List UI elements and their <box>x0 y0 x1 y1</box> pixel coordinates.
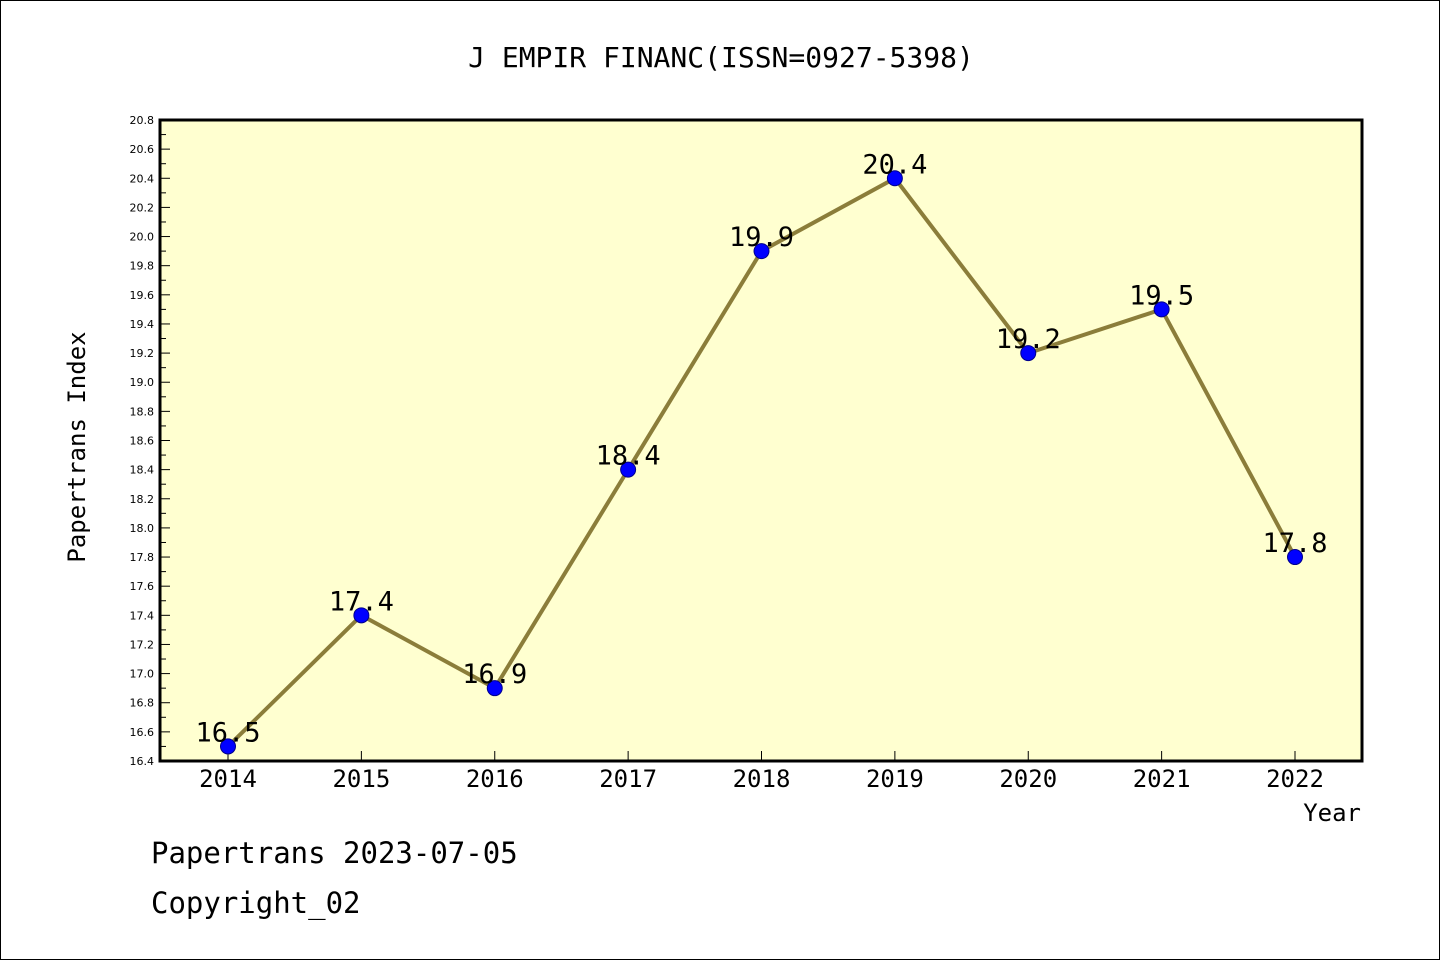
x-tick-label: 2014 <box>199 765 257 793</box>
data-label: 19.9 <box>729 222 794 253</box>
data-label: 16.9 <box>462 659 527 690</box>
y-tick-label: 17.8 <box>130 551 155 564</box>
data-point <box>220 738 236 755</box>
y-tick-label: 20.2 <box>130 201 155 214</box>
y-tick-label: 18.0 <box>130 522 155 535</box>
x-tick-label: 2018 <box>733 765 791 793</box>
y-tick-label: 17.0 <box>130 668 155 681</box>
y-tick-label: 19.2 <box>130 347 155 360</box>
data-point <box>486 680 503 697</box>
data-point <box>1287 549 1303 566</box>
y-axis-ticks: 16.4 16.6 16.8 17.0 17.2 17.4 17.6 17.8 18.0 18.2… <box>130 114 170 768</box>
y-tick-label: 17.2 <box>130 638 155 651</box>
plot-area <box>158 118 1364 763</box>
y-tick-label: 18.2 <box>130 493 155 506</box>
y-tick-label: 20.0 <box>130 231 155 244</box>
data-label: 18.4 <box>596 441 661 472</box>
data-label: 19.5 <box>1129 280 1194 311</box>
y-tick-label: 16.8 <box>130 697 155 710</box>
data-point <box>1153 301 1170 318</box>
chart-title: J EMPIR FINANC(ISSN=0927-5398) <box>468 41 974 74</box>
y-tick-label: 16.4 <box>130 755 155 768</box>
x-tick-label: 2015 <box>332 765 390 793</box>
y-tick-label: 19.8 <box>130 260 155 273</box>
y-tick-label: 19.4 <box>130 318 155 331</box>
data-point <box>620 461 637 478</box>
y-axis-label: Papertrans Index <box>63 331 91 562</box>
y-tick-label: 20.4 <box>130 172 155 185</box>
data-point <box>353 607 370 624</box>
x-tick-label: 2019 <box>866 765 924 793</box>
y-tick-label: 18.6 <box>130 435 155 448</box>
data-label: 20.4 <box>862 149 927 180</box>
footer-date: Papertrans 2023-07-05 <box>151 836 518 870</box>
y-tick-label: 16.6 <box>130 726 155 739</box>
data-labels: 16.5 17.4 16.9 18.4 19.9 20.4 19.2 19.5 17.8 <box>195 149 1327 748</box>
x-tick-label: 2020 <box>999 765 1057 793</box>
y-tick-label: 20.6 <box>130 143 155 156</box>
data-label: 17.8 <box>1262 528 1327 559</box>
data-label: 19.2 <box>996 324 1061 355</box>
x-tick-label: 2022 <box>1266 765 1324 793</box>
x-tick-label: 2016 <box>466 765 524 793</box>
data-point <box>886 170 903 187</box>
y-tick-label: 17.6 <box>130 580 155 593</box>
x-axis-label: Year <box>1303 799 1361 827</box>
y-tick-label: 17.4 <box>130 609 155 622</box>
data-label: 17.4 <box>329 586 394 617</box>
y-tick-label: 19.6 <box>130 289 155 302</box>
x-tick-label: 2017 <box>599 765 657 793</box>
data-point <box>1020 345 1037 362</box>
data-label: 16.5 <box>195 717 260 748</box>
footer-copyright: Copyright_02 <box>151 886 361 920</box>
x-axis-ticks: 2014 2015 2016 2017 2018 2019 2020 2021 2022 <box>199 751 1324 793</box>
series-layer <box>220 170 1303 755</box>
y-tick-label: 18.8 <box>130 405 155 418</box>
x-tick-label: 2021 <box>1133 765 1191 793</box>
y-tick-label: 18.4 <box>130 464 155 477</box>
y-tick-label: 19.0 <box>130 376 155 389</box>
y-tick-label: 20.8 <box>130 114 155 127</box>
data-point <box>753 243 770 260</box>
